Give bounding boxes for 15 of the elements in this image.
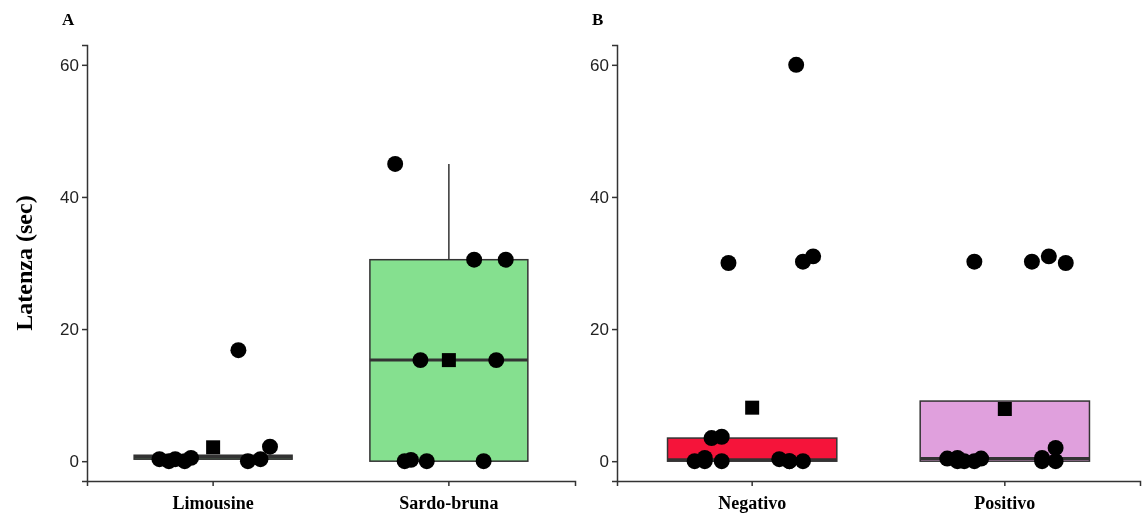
y-tick-label: 20 bbox=[590, 320, 609, 339]
chart-title: B bbox=[592, 10, 604, 29]
y-tick-label: 60 bbox=[60, 55, 79, 75]
y-tick-label: 20 bbox=[60, 320, 79, 339]
x-tick-label: Limousine bbox=[172, 492, 254, 513]
chart-title: A bbox=[62, 10, 75, 29]
x-tick-label: Positivo bbox=[974, 492, 1036, 513]
y-axis-title: Latenza (sec) bbox=[11, 195, 37, 331]
y-tick-label: 40 bbox=[590, 187, 609, 207]
y-tick-label: 40 bbox=[60, 187, 79, 207]
x-tick-label: Negativo bbox=[718, 492, 787, 513]
y-tick-label: 0 bbox=[69, 452, 79, 472]
y-tick-label: 60 bbox=[590, 55, 609, 75]
x-tick-label: Sardo-bruna bbox=[399, 492, 499, 513]
y-tick-label: 0 bbox=[599, 452, 609, 472]
